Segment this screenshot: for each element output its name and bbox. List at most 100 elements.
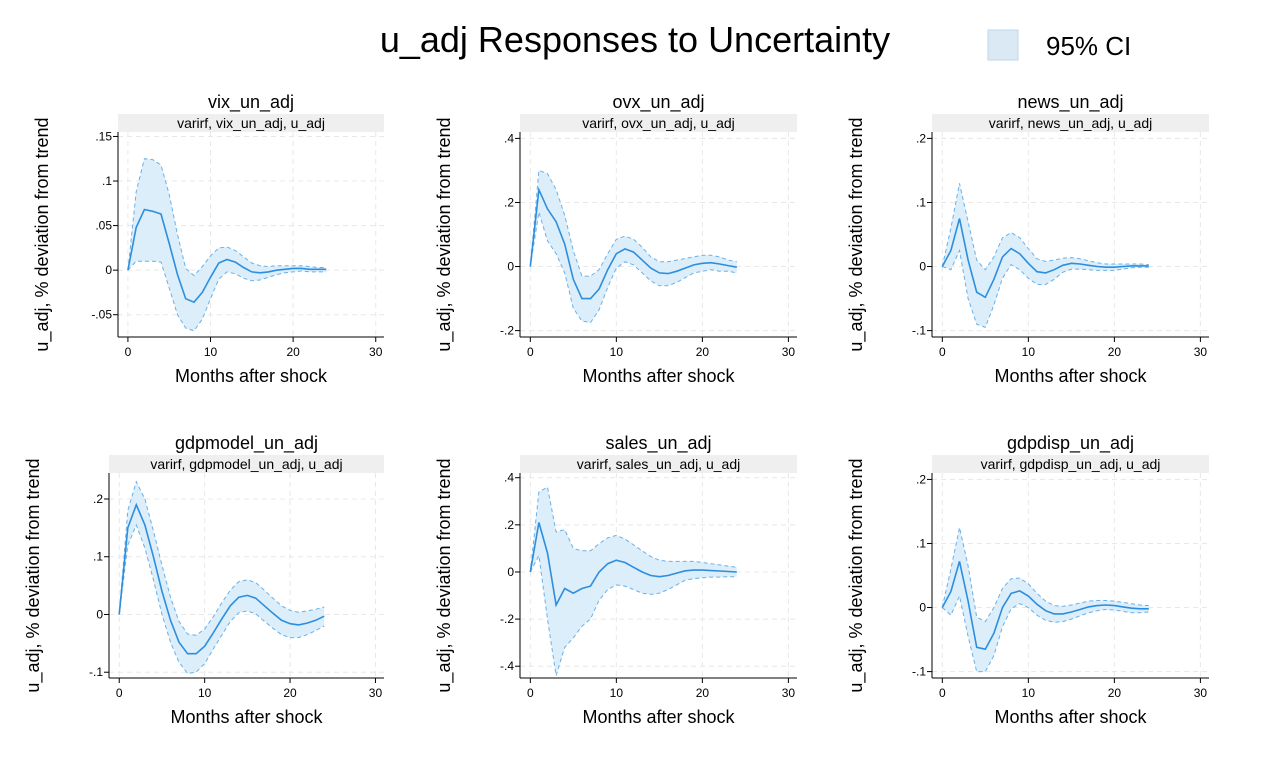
panel-title: gdpmodel_un_adj xyxy=(175,433,318,454)
x-axis-title: Months after shock xyxy=(582,366,735,386)
x-tick-label: 0 xyxy=(116,686,123,700)
y-axis-title: u_adj, % deviation from trend xyxy=(846,458,867,692)
ci-upper-bound xyxy=(941,183,1149,271)
y-tick-label: .2 xyxy=(93,492,103,506)
x-tick-label: 10 xyxy=(1022,345,1036,359)
y-tick-label: 0 xyxy=(507,260,514,274)
y-tick-label: -.05 xyxy=(91,308,112,322)
y-axis-title: u_adj, % deviation from trend xyxy=(434,458,455,692)
y-axis-title: u_adj, % deviation from trend xyxy=(23,458,44,692)
y-tick-label: .1 xyxy=(102,174,112,188)
ci-band xyxy=(942,183,1149,328)
ci-lower-bound xyxy=(529,211,737,324)
x-tick-label: 0 xyxy=(125,345,132,359)
x-tick-label: 30 xyxy=(782,686,796,700)
panel-vix_un_adj: vix_un_adj varirf, vix_un_adj, u_adj -.05 0… xyxy=(32,92,384,386)
y-tick-label: -.4 xyxy=(500,659,514,673)
irf-line xyxy=(529,522,737,608)
ci-lower-bound xyxy=(127,260,327,332)
y-tick-label: -.1 xyxy=(89,665,103,679)
x-tick-label: 20 xyxy=(696,345,710,359)
x-tick-label: 30 xyxy=(369,345,383,359)
panels: vix_un_adj varirf, vix_un_adj, u_adj -.05 0… xyxy=(23,92,1209,727)
y-tick-label: .1 xyxy=(916,536,926,550)
x-tick-label: 10 xyxy=(204,345,218,359)
panel-subtitle: varirf, gdpdisp_un_adj, u_adj xyxy=(981,456,1161,472)
ci-upper-bound xyxy=(941,527,1149,623)
x-tick-label: 30 xyxy=(1194,686,1208,700)
panel-gdpmodel_un_adj: gdpmodel_un_adj varirf, gdpmodel_un_adj, … xyxy=(23,433,384,727)
y-axis-title: u_adj, % deviation from trend xyxy=(434,117,455,351)
panel-subtitle-strip xyxy=(520,455,797,473)
irf-line xyxy=(941,561,1149,651)
panel-title: vix_un_adj xyxy=(208,92,294,113)
panel-title: ovx_un_adj xyxy=(612,92,704,113)
x-axis-title: Months after shock xyxy=(994,707,1147,727)
y-tick-label: -.2 xyxy=(500,324,514,338)
panel-title: news_un_adj xyxy=(1017,92,1123,113)
ci-lower-bound xyxy=(941,594,1149,673)
y-axis-title: u_adj, % deviation from trend xyxy=(32,117,53,351)
ci-lower-bound xyxy=(529,553,737,676)
x-tick-label: 10 xyxy=(198,686,212,700)
panel-subtitle-strip xyxy=(932,114,1209,132)
x-tick-label: 0 xyxy=(527,345,534,359)
x-tick-label: 30 xyxy=(369,686,383,700)
panel-subtitle-strip xyxy=(520,114,797,132)
x-axis-title: Months after shock xyxy=(582,707,735,727)
panel-subtitle: varirf, news_un_adj, u_adj xyxy=(989,115,1152,131)
panel-subtitle-strip xyxy=(118,114,384,132)
x-tick-label: 30 xyxy=(782,345,796,359)
x-tick-label: 10 xyxy=(1022,686,1036,700)
panel-gdpdisp_un_adj: gdpdisp_un_adj varirf, gdpdisp_un_adj, u_… xyxy=(846,433,1209,727)
y-tick-label: -.1 xyxy=(912,665,926,679)
panel-news_un_adj: news_un_adj varirf, news_un_adj, u_adj -.1… xyxy=(846,92,1209,386)
x-tick-label: 10 xyxy=(610,345,624,359)
ci-band xyxy=(530,487,737,676)
x-tick-label: 0 xyxy=(527,686,534,700)
y-tick-label: .15 xyxy=(95,129,112,143)
x-tick-label: 0 xyxy=(939,345,946,359)
panel-title: sales_un_adj xyxy=(605,433,711,454)
y-tick-label: -.2 xyxy=(500,612,514,626)
x-axis-title: Months after shock xyxy=(994,366,1147,386)
panel-subtitle: varirf, sales_un_adj, u_adj xyxy=(577,456,740,472)
x-tick-label: 10 xyxy=(610,686,624,700)
figure-title: u_adj Responses to Uncertainty xyxy=(380,19,890,60)
ci-upper-bound xyxy=(127,158,327,277)
panel-subtitle-strip xyxy=(109,455,384,473)
panel-ovx_un_adj: ovx_un_adj varirf, ovx_un_adj, u_adj -.2 0.… xyxy=(434,92,797,386)
y-tick-label: .2 xyxy=(504,518,514,532)
irf-line xyxy=(127,208,327,304)
x-axis-title: Months after shock xyxy=(175,366,328,386)
ci-band xyxy=(119,481,325,674)
y-tick-label: .2 xyxy=(916,472,926,486)
y-tick-label: 0 xyxy=(919,601,926,615)
legend-swatch-ci xyxy=(987,29,1019,61)
panel-subtitle: varirf, ovx_un_adj, u_adj xyxy=(582,115,735,131)
y-tick-label: .1 xyxy=(93,550,103,564)
y-tick-label: .2 xyxy=(916,131,926,145)
ci-band xyxy=(127,158,327,331)
y-tick-label: 0 xyxy=(507,565,514,579)
ci-band xyxy=(942,527,1149,672)
y-tick-label: .4 xyxy=(504,131,514,145)
y-tick-label: 0 xyxy=(96,607,103,621)
panel-sales_un_adj: sales_un_adj varirf, sales_un_adj, u_adj -… xyxy=(434,433,797,727)
x-tick-label: 20 xyxy=(286,345,300,359)
panel-subtitle: varirf, vix_un_adj, u_adj xyxy=(177,115,325,131)
y-tick-label: .4 xyxy=(504,471,514,485)
x-tick-label: 0 xyxy=(939,686,946,700)
x-tick-label: 20 xyxy=(1108,686,1122,700)
ci-upper-bound xyxy=(118,480,325,636)
ci-band xyxy=(530,170,737,323)
irf-line xyxy=(941,218,1149,299)
x-tick-label: 20 xyxy=(696,686,710,700)
irf-line xyxy=(529,186,737,300)
panel-subtitle-strip xyxy=(932,455,1209,473)
y-tick-label: .2 xyxy=(504,195,514,209)
y-tick-label: .1 xyxy=(916,195,926,209)
x-tick-label: 20 xyxy=(283,686,297,700)
legend-label: 95% CI xyxy=(1046,31,1131,61)
